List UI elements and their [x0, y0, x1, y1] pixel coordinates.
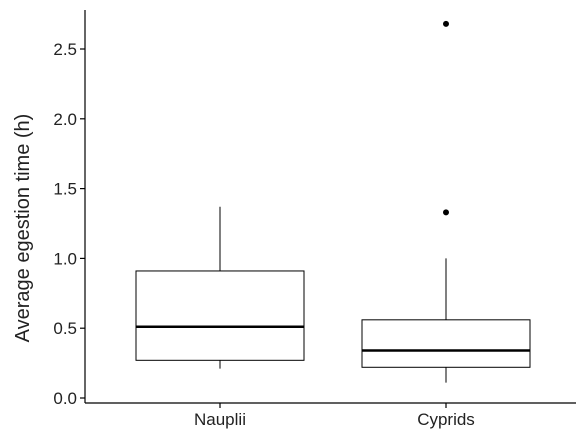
iqr-box [135, 270, 305, 361]
box-cyprids [361, 20, 531, 383]
box-nauplii [135, 206, 305, 369]
y-tick-label: 0.0 [53, 389, 77, 408]
y-axis-label: Average egestion time (h) [12, 114, 34, 343]
y-tick-label: 2.5 [53, 40, 77, 59]
y-tick-label: 1.5 [53, 180, 77, 199]
y-tick-label: 0.5 [53, 319, 77, 338]
outlier-point [443, 20, 449, 27]
y-tick-label: 2.0 [53, 110, 77, 129]
x-tick-label: Nauplii [194, 410, 246, 429]
x-tick-label: Cyprids [417, 410, 475, 429]
plot-area: 0.0 0.5 1.0 1.5 2.0 2.5 Nauplii Cyprids [53, 10, 576, 429]
y-tick-label: 1.0 [53, 249, 77, 268]
iqr-box [361, 319, 531, 368]
outlier-point [443, 209, 449, 216]
